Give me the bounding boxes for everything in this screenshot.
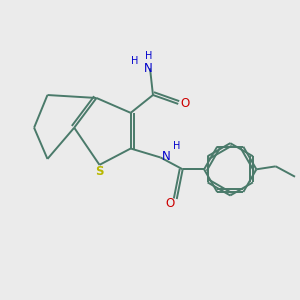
Text: N: N: [161, 150, 170, 163]
Text: H: H: [131, 56, 138, 66]
Text: H: H: [145, 51, 152, 61]
Text: H: H: [173, 141, 180, 151]
Text: N: N: [144, 62, 153, 75]
Text: O: O: [180, 98, 189, 110]
Text: O: O: [166, 197, 175, 210]
Text: S: S: [95, 165, 104, 178]
